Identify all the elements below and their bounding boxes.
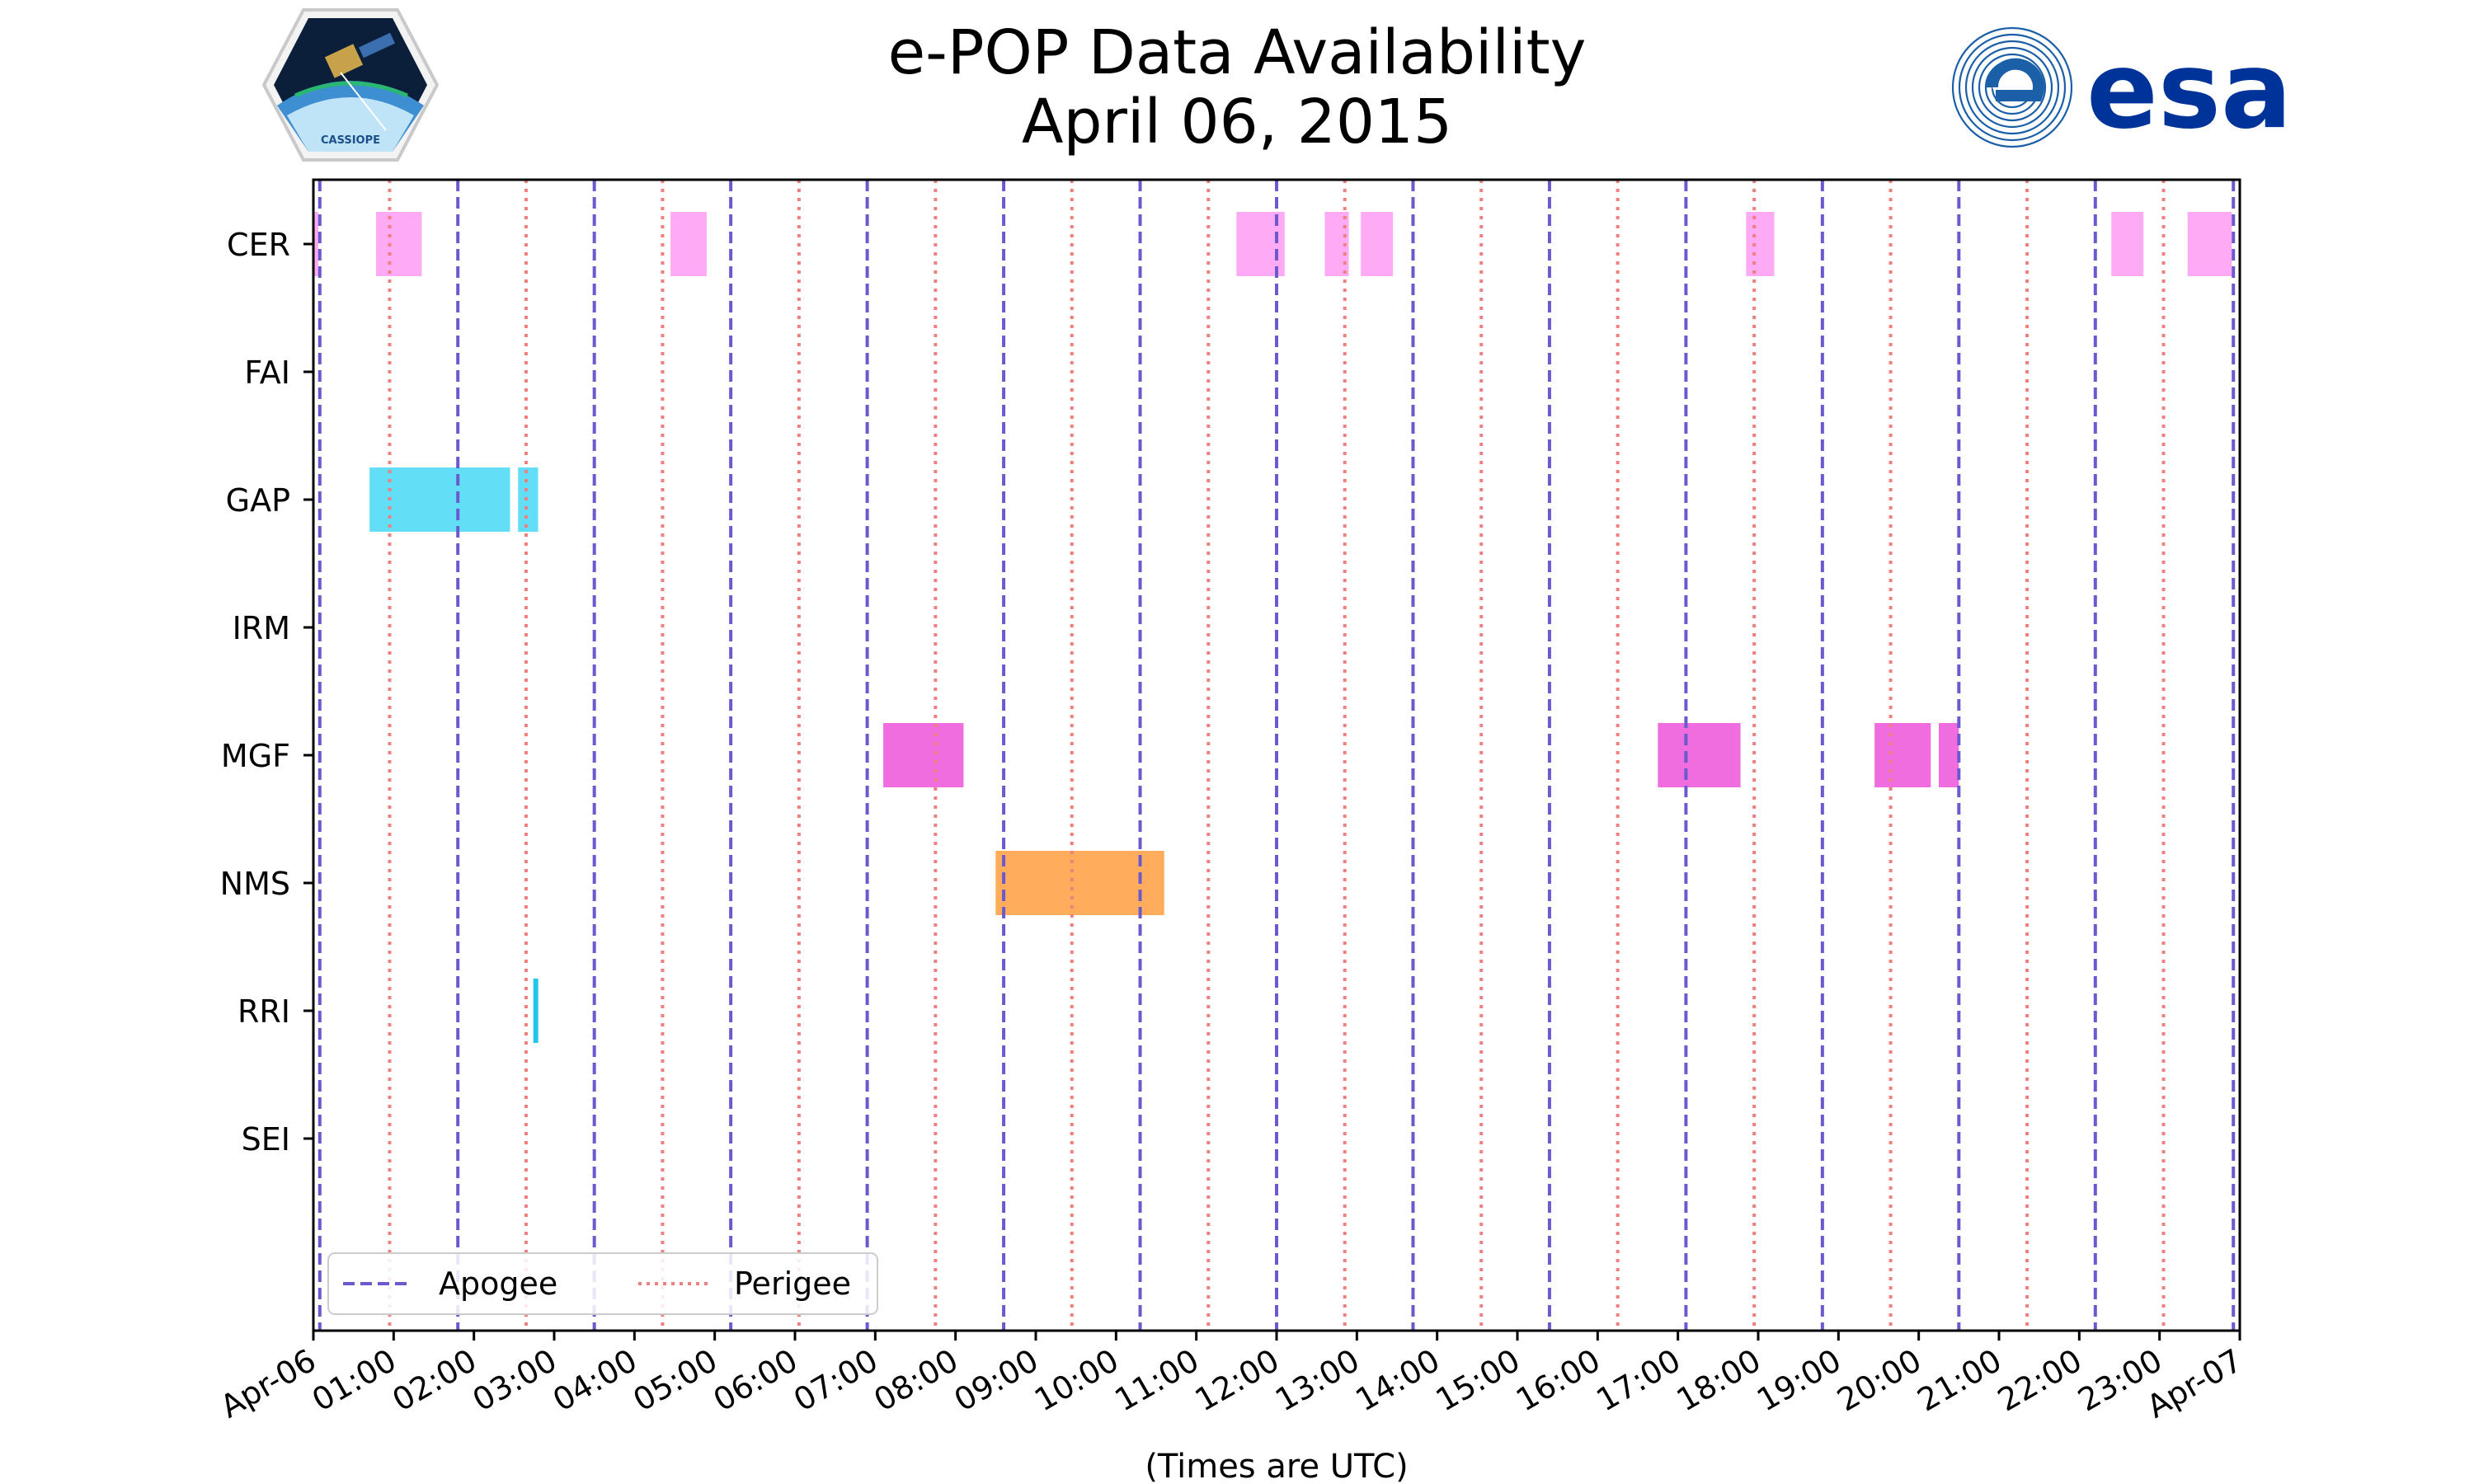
orbit-lines-layer — [317, 180, 2236, 1331]
cassiope-logo: CASSIOPE — [262, 8, 439, 162]
chart-title: e-POP Data Availability April 06, 2015 — [0, 18, 2474, 157]
bar-gap-2 — [518, 467, 539, 532]
bar-rri-1 — [533, 979, 539, 1043]
x-tick-label-23: 22:00 — [1992, 1342, 2088, 1419]
bar-mgf-3 — [1874, 723, 1931, 787]
bar-cer-8 — [2111, 212, 2144, 276]
esa-logo: esa — [1951, 26, 2292, 153]
x-tick-label-9: 08:00 — [868, 1342, 964, 1419]
x-tick-label-13: 12:00 — [1189, 1342, 1286, 1419]
x-tick-label-16: 15:00 — [1430, 1342, 1526, 1419]
y-tick-label-irm: IRM — [233, 610, 290, 646]
esa-logo-text: esa — [2086, 30, 2292, 153]
x-axis-label: (Times are UTC) — [1145, 1448, 1408, 1484]
legend-perigee-label: Perigee — [734, 1266, 851, 1302]
y-tick-label-sei: SEI — [242, 1121, 290, 1158]
x-tick-label-4: 03:00 — [467, 1342, 563, 1419]
x-tick-label-22: 21:00 — [1912, 1342, 2008, 1419]
bar-mgf-2 — [1658, 723, 1741, 787]
bar-cer-1 — [313, 212, 318, 276]
x-tick-label-20: 19:00 — [1751, 1342, 1847, 1419]
bar-cer-3 — [670, 212, 707, 276]
x-tick-label-15: 14:00 — [1349, 1342, 1446, 1419]
x-tick-label-12: 11:00 — [1108, 1342, 1205, 1419]
y-tick-label-cer: CER — [227, 227, 290, 263]
cassiope-logo-text: CASSIOPE — [321, 134, 380, 147]
x-tick-label-7: 06:00 — [708, 1342, 804, 1419]
esa-swirl-icon — [1951, 26, 2073, 148]
x-tick-label-10: 09:00 — [948, 1342, 1045, 1419]
title-line-1: e-POP Data Availability — [887, 17, 1587, 88]
legend: Apogee Perigee — [327, 1252, 878, 1315]
bar-cer-9 — [2187, 212, 2232, 276]
x-tick-label-11: 10:00 — [1028, 1342, 1125, 1419]
y-tick-label-fai: FAI — [244, 355, 290, 391]
y-tick-label-mgf: MGF — [221, 738, 290, 774]
y-tick-label-rri: RRI — [238, 993, 290, 1030]
x-tick-label-18: 17:00 — [1590, 1342, 1686, 1419]
legend-apogee-label: Apogee — [439, 1266, 557, 1302]
x-tick-label-3: 02:00 — [386, 1342, 482, 1419]
y-tick-label-nms: NMS — [220, 866, 290, 902]
x-tick-label-5: 04:00 — [547, 1342, 643, 1419]
y-tick-label-gap: GAP — [226, 482, 290, 519]
x-tick-label-6: 05:00 — [627, 1342, 723, 1419]
x-tick-label-21: 20:00 — [1831, 1342, 1927, 1419]
title-line-2: April 06, 2015 — [1021, 87, 1453, 157]
bar-mgf-4 — [1939, 723, 1959, 787]
x-tick-label-19: 18:00 — [1671, 1342, 1767, 1419]
y-axis: CER FAI GAP IRM MGF NMS RRI SEI — [220, 227, 313, 1158]
bar-cer-2 — [375, 212, 422, 276]
x-tick-label-2: 01:00 — [306, 1342, 402, 1419]
x-tick-label-17: 16:00 — [1510, 1342, 1606, 1419]
bar-cer-6 — [1361, 212, 1394, 276]
bar-nms-1 — [995, 851, 1164, 915]
bars-layer — [313, 212, 2232, 1043]
x-tick-label-8: 07:00 — [788, 1342, 884, 1419]
bar-gap-1 — [369, 467, 510, 532]
x-tick-label-14: 13:00 — [1269, 1342, 1366, 1419]
bar-mgf-1 — [883, 723, 964, 787]
x-tick-label-1: Apr-06 — [214, 1342, 322, 1425]
satellite-icon — [324, 32, 395, 131]
legend-box — [327, 1252, 878, 1315]
x-axis: Apr-0601:0002:0003:0004:0005:0006:0007:0… — [214, 1331, 2249, 1425]
bar-cer-7 — [1746, 212, 1775, 276]
